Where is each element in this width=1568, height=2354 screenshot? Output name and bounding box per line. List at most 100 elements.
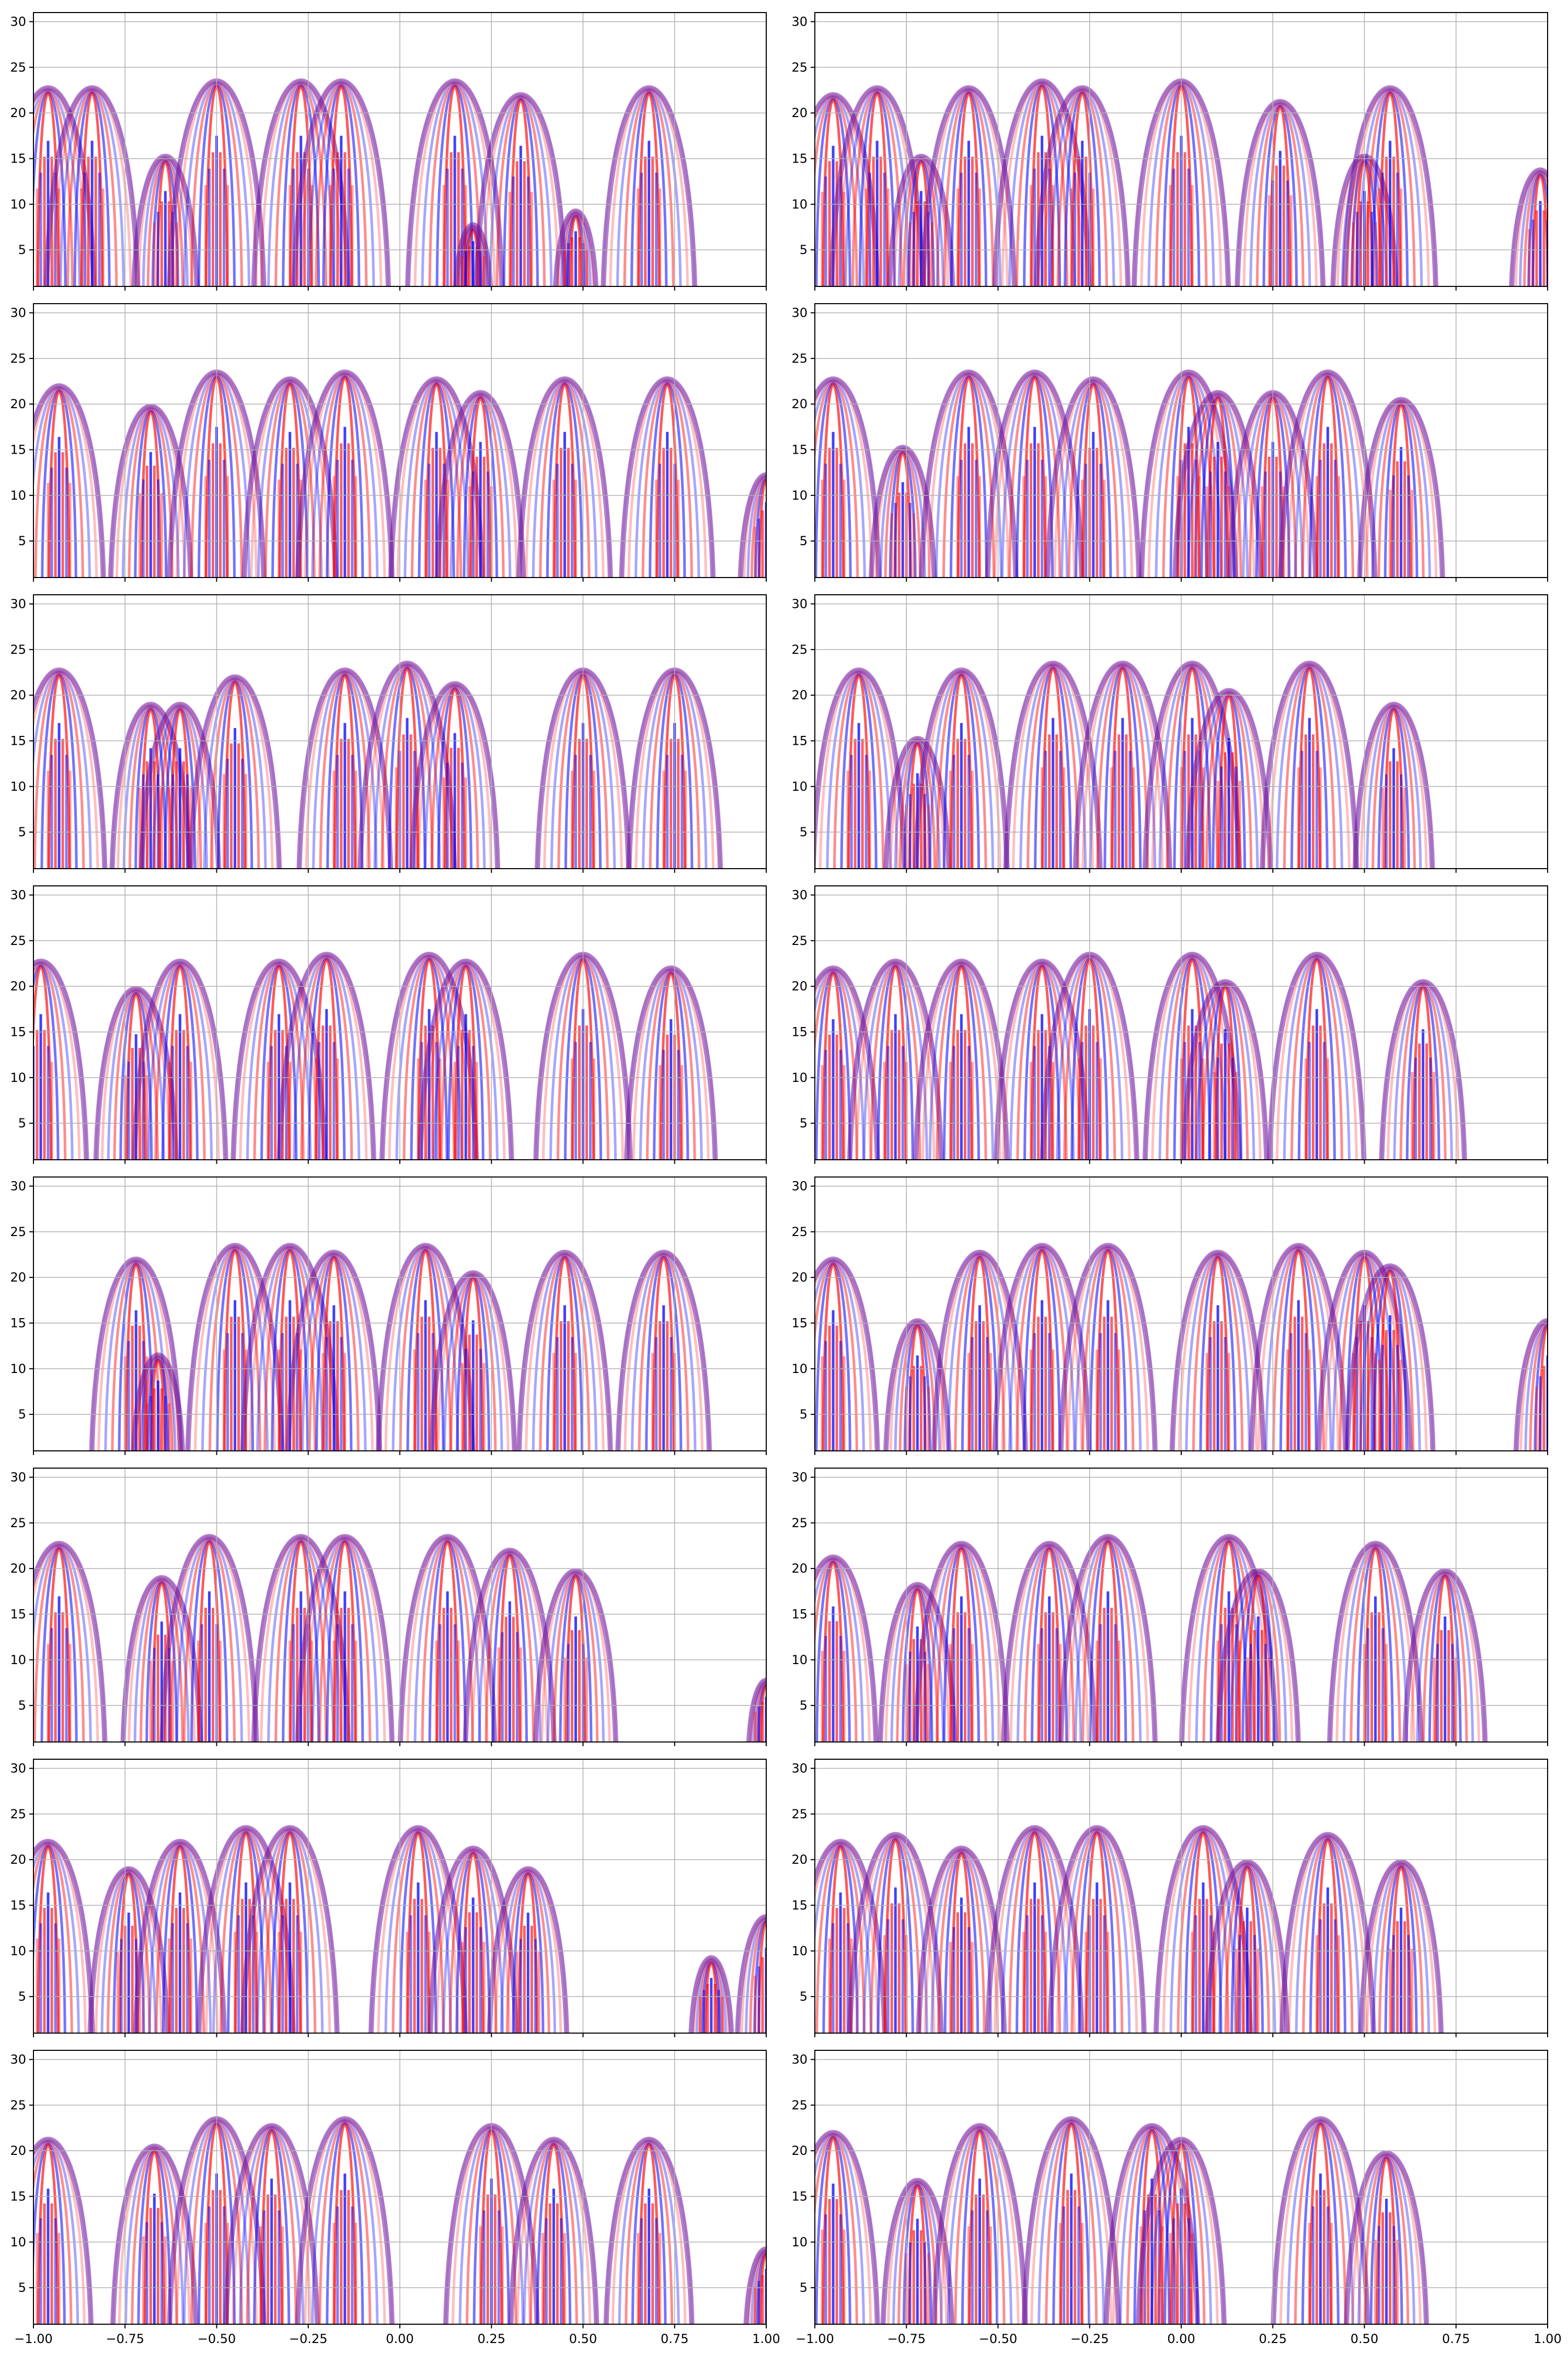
wave-packet [139, 701, 222, 869]
arch-stripe [36, 92, 60, 286]
gridlines [814, 1468, 1548, 1742]
wave-packet [487, 1866, 570, 2033]
y-tick-label: 30 [791, 2052, 808, 2067]
arch-outline [223, 2123, 320, 2324]
arch-stripe [750, 2250, 766, 2324]
wave-packet [1352, 701, 1435, 869]
arch-stripe [950, 965, 973, 1160]
wave-packet [276, 952, 376, 1160]
arch-outline [913, 959, 1010, 1160]
wave-packet [1184, 688, 1273, 869]
wave-packet [913, 1541, 1010, 1742]
arch-stripe [740, 1917, 766, 2033]
arch-outline [508, 2137, 599, 2324]
arch-stripe [753, 2251, 766, 2324]
arch-outline [735, 1914, 766, 2033]
wave-packet [1249, 1243, 1348, 1451]
y-tick-label: 20 [10, 1852, 26, 1867]
arch-outline [913, 667, 1010, 869]
arch-outline [815, 376, 882, 578]
arch-stripe [884, 1839, 907, 2033]
wave-packet [188, 674, 282, 869]
gridlines [33, 886, 767, 1160]
arch-outline [474, 92, 568, 286]
arch-outline [133, 1839, 227, 2033]
arch-outline [409, 681, 501, 869]
wave-packet [815, 376, 882, 578]
wave-packet [847, 1832, 944, 2033]
arch-stripe [435, 1541, 459, 1742]
arch-outline [516, 1250, 613, 1451]
arch-stripe [1308, 2124, 1332, 2324]
wave-packet [847, 959, 944, 1160]
gridlines [814, 304, 1548, 578]
heatmap-marks [33, 952, 718, 1160]
arch-outline [1344, 1263, 1436, 1451]
arch-outline [429, 1270, 517, 1451]
arch-outline [295, 1534, 395, 1742]
arch-stripe [33, 965, 53, 1160]
y-tick-label: 30 [10, 596, 26, 611]
y-tick-label: 10 [791, 2235, 808, 2249]
y-tick-label: 5 [18, 825, 26, 839]
arch-stripe [333, 674, 356, 869]
y-tick-label: 10 [10, 1070, 26, 1085]
y-tick-label: 10 [791, 1361, 808, 1376]
arch-outline [1179, 1534, 1279, 1742]
arch-outline [368, 1825, 468, 2033]
y-tick-label: 30 [791, 1761, 808, 1775]
heatmap-marks [33, 370, 766, 578]
arch-stripe [1191, 1832, 1215, 2033]
y-tick-label: 10 [791, 488, 808, 503]
y-tick-label: 10 [10, 488, 26, 503]
arch-stripe [821, 383, 845, 578]
panel-r3-c1: 5 10 15 20 25 30 [791, 885, 1548, 1164]
y-tick-label: 30 [791, 1470, 808, 1484]
arch-outline [33, 1541, 108, 1742]
y-tick-label: 25 [791, 1225, 808, 1239]
x-tick-label: 0.75 [1442, 2332, 1470, 2346]
arch-outline [417, 959, 514, 1160]
arch-outline [913, 1541, 1010, 1742]
arch-stripe [637, 92, 661, 286]
arch-stripe [1364, 1548, 1387, 1742]
arch-stripe [315, 959, 339, 1160]
arch-outline [1138, 370, 1239, 578]
arch-outline [868, 445, 937, 578]
wave-packet [913, 959, 1010, 1160]
arch-stripe [289, 86, 313, 286]
arch-outline [919, 370, 1019, 578]
wave-packet [1267, 952, 1367, 1160]
wave-packet [33, 383, 106, 578]
arch-stripe [1206, 1256, 1230, 1451]
arch-stripe [749, 1919, 766, 2033]
arch-outline [139, 701, 222, 869]
arch-stripe [1023, 1832, 1047, 2033]
y-tick-label: 20 [791, 2143, 808, 2158]
arch-outline [108, 403, 193, 578]
x-tick-label: 0.25 [478, 2332, 505, 2346]
panel-r0-c0: 5 10 15 20 25 30 [10, 12, 767, 291]
arch-stripe [333, 377, 357, 578]
wave-packet [33, 1541, 108, 1742]
arch-outline [931, 2123, 1028, 2324]
panel-r2-c0: 5 10 15 20 25 30 [10, 594, 767, 873]
wave-packet [985, 370, 1085, 578]
wave-packet [474, 92, 568, 286]
arch-stripe [568, 215, 583, 286]
arch-outline [33, 959, 89, 1160]
wave-packet [405, 78, 505, 286]
wave-packet [33, 2137, 94, 2324]
y-tick-label: 20 [10, 1270, 26, 1285]
arch-outline [1344, 2150, 1429, 2324]
wave-packet [1513, 1318, 1548, 1451]
wave-packet [737, 472, 766, 578]
heatmap-marks [815, 370, 1445, 578]
y-tick-label: 30 [10, 1470, 26, 1484]
y-tick-label: 10 [791, 779, 808, 794]
wave-packet [1021, 2116, 1121, 2324]
wave-packet [1047, 1825, 1147, 2033]
y-tick-label: 25 [791, 2098, 808, 2113]
arch-stripe [750, 477, 766, 578]
y-tick-label: 5 [800, 1116, 808, 1130]
